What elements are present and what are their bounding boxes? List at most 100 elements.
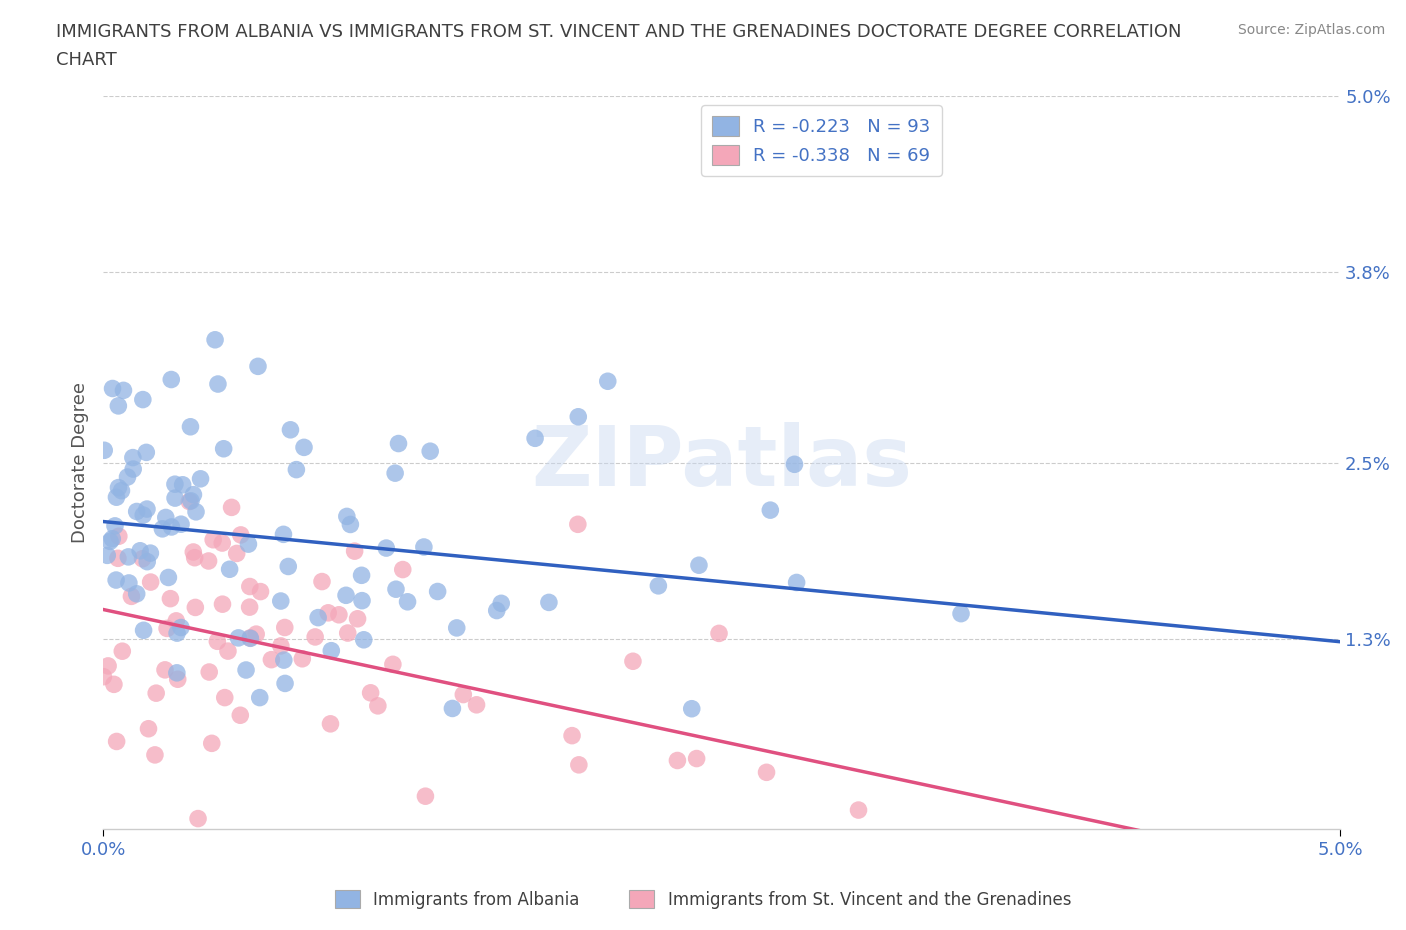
Point	[465, 698, 488, 712]
Point	[950, 606, 973, 621]
Point	[156, 621, 179, 636]
Point	[129, 543, 152, 558]
Point	[239, 631, 262, 645]
Point	[108, 529, 131, 544]
Point	[391, 562, 413, 577]
Point	[336, 509, 359, 524]
Point	[136, 554, 159, 569]
Point	[249, 690, 271, 705]
Point	[93, 443, 115, 458]
Point	[688, 558, 710, 573]
Point	[111, 644, 134, 658]
Point	[321, 644, 343, 658]
Point	[311, 574, 333, 589]
Point	[217, 644, 239, 658]
Point	[485, 604, 508, 618]
Point	[179, 419, 201, 434]
Point	[97, 658, 120, 673]
Point	[145, 685, 167, 700]
Y-axis label: Doctorate Degree: Doctorate Degree	[72, 382, 89, 543]
Point	[107, 398, 129, 413]
Point	[160, 520, 183, 535]
Point	[441, 701, 464, 716]
Point	[273, 527, 295, 542]
Point	[229, 527, 252, 542]
Point	[184, 504, 207, 519]
Point	[105, 734, 128, 749]
Point	[110, 484, 132, 498]
Point	[621, 654, 644, 669]
Point	[524, 431, 547, 445]
Point	[207, 377, 229, 392]
Point	[125, 504, 148, 519]
Point	[183, 551, 205, 565]
Point	[98, 534, 121, 549]
Point	[707, 626, 730, 641]
Point	[367, 698, 389, 713]
Point	[112, 383, 135, 398]
Point	[274, 676, 297, 691]
Point	[165, 614, 187, 629]
Point	[396, 594, 419, 609]
Point	[489, 596, 512, 611]
Point	[139, 546, 162, 561]
Point	[105, 573, 128, 588]
Point	[246, 359, 269, 374]
Point	[225, 546, 247, 561]
Point	[132, 508, 155, 523]
Point	[157, 570, 180, 585]
Point	[453, 687, 475, 702]
Point	[270, 593, 292, 608]
Point	[307, 610, 329, 625]
Point	[166, 665, 188, 680]
Point	[101, 531, 124, 546]
Point	[350, 568, 373, 583]
Point	[170, 517, 193, 532]
Point	[291, 651, 314, 666]
Point	[197, 553, 219, 568]
Point	[385, 582, 408, 597]
Point	[350, 593, 373, 608]
Point	[153, 662, 176, 677]
Point	[184, 600, 207, 615]
Point	[163, 491, 186, 506]
Text: IMMIGRANTS FROM ALBANIA VS IMMIGRANTS FROM ST. VINCENT AND THE GRENADINES DOCTOR: IMMIGRANTS FROM ALBANIA VS IMMIGRANTS FR…	[56, 23, 1181, 41]
Point	[221, 500, 243, 515]
Point	[685, 751, 707, 766]
Point	[202, 532, 225, 547]
Point	[596, 374, 619, 389]
Point	[159, 591, 181, 606]
Point	[387, 436, 409, 451]
Point	[567, 517, 589, 532]
Point	[446, 620, 468, 635]
Point	[274, 620, 297, 635]
Point	[277, 559, 299, 574]
Point	[214, 690, 236, 705]
Point	[160, 372, 183, 387]
Point	[93, 670, 115, 684]
Point	[118, 576, 141, 591]
Point	[335, 588, 357, 603]
Point	[567, 409, 589, 424]
Point	[179, 494, 201, 509]
Point	[245, 627, 267, 642]
Point	[107, 551, 129, 565]
Point	[117, 550, 139, 565]
Point	[346, 611, 368, 626]
Point	[848, 803, 870, 817]
Point	[239, 600, 262, 615]
Point	[104, 518, 127, 533]
Point	[537, 595, 560, 610]
Point	[132, 392, 155, 407]
Point	[273, 653, 295, 668]
Point	[235, 662, 257, 677]
Point	[280, 422, 302, 437]
Point	[228, 631, 250, 645]
Point	[107, 480, 129, 495]
Point	[183, 487, 205, 502]
Point	[561, 728, 583, 743]
Point	[181, 545, 204, 560]
Point	[353, 632, 375, 647]
Point	[218, 562, 240, 577]
Point	[96, 548, 118, 563]
